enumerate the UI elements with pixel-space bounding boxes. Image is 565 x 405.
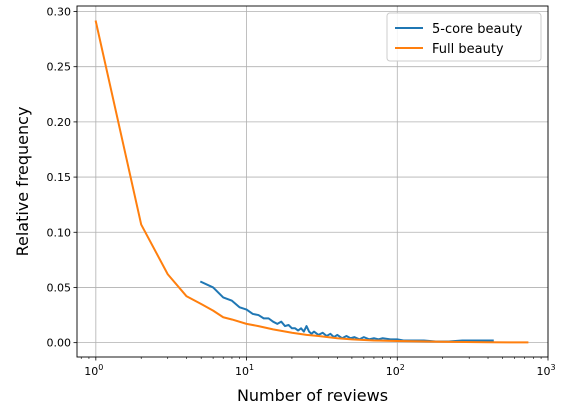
legend-label: Full beauty — [432, 42, 504, 57]
y-axis-ticks: 0.00 0.05 0.10 0.15 0.20 0.25 0.30 — [47, 6, 77, 350]
y-axis-label: Relative frequency — [13, 107, 32, 257]
series-line — [94, 20, 529, 344]
x-tick-label: 101 — [235, 363, 254, 378]
legend: 5-core beauty Full beauty — [386, 12, 542, 62]
x-tick-label: 102 — [386, 363, 405, 378]
y-tick-label: 0.10 — [47, 226, 72, 239]
series-line — [199, 280, 494, 343]
x-axis-label: Number of reviews — [237, 386, 388, 405]
grid-lines — [77, 6, 549, 357]
y-tick-label: 0.00 — [47, 337, 72, 350]
legend-label: 5-core beauty — [432, 22, 523, 37]
y-tick-label: 0.05 — [47, 281, 72, 294]
legend-box — [386, 12, 542, 62]
y-tick-label: 0.25 — [47, 61, 72, 74]
x-tick-label: 100 — [84, 363, 103, 378]
plot-frame — [76, 5, 549, 358]
x-tick-label: 103 — [536, 363, 555, 378]
y-tick-label: 0.20 — [47, 116, 72, 129]
x-axis-ticks: 100 101 102 103 — [80, 357, 556, 378]
y-tick-label: 0.30 — [47, 6, 72, 19]
series-lines — [94, 20, 529, 344]
y-tick-label: 0.15 — [47, 171, 72, 184]
